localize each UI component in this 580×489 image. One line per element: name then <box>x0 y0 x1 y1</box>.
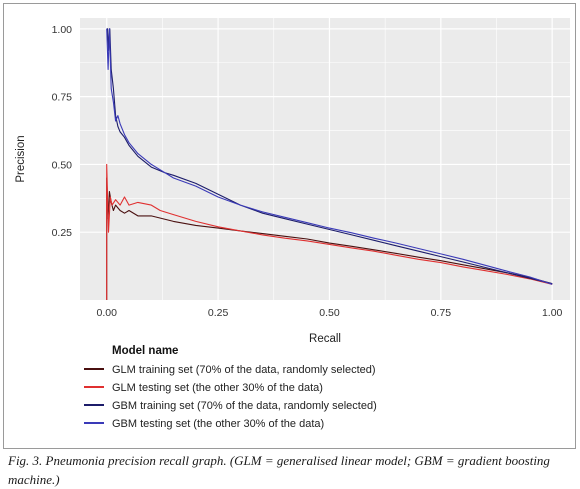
series-line-1 <box>106 177 553 300</box>
legend-label-1: GLM training set (70% of the data, rando… <box>112 364 376 376</box>
legend-label-3: GBM training set (70% of the data, rando… <box>112 400 377 412</box>
x-tick-label: 1.00 <box>542 307 563 319</box>
legend-label-2: GLM testing set (the other 30% of the da… <box>112 382 323 394</box>
series-line-3 <box>106 28 553 285</box>
plot-panel <box>80 18 570 300</box>
figure-caption: Fig. 3. Pneumonia precision recall graph… <box>8 453 550 487</box>
y-tick-label: 0.25 <box>52 227 73 239</box>
y-tick-label: 0.75 <box>52 92 73 104</box>
legend: GLM training set (70% of the data, rando… <box>84 364 377 430</box>
grid-lines <box>80 18 570 300</box>
series-line-2 <box>106 163 553 300</box>
legend-title: Model name <box>112 345 178 357</box>
y-tick-label: 1.00 <box>52 24 73 36</box>
y-axis-title: Precision <box>15 135 27 182</box>
series-line-4 <box>106 28 553 285</box>
series-lines <box>106 28 553 300</box>
x-tick-label: 0.00 <box>97 307 118 319</box>
x-tick-label: 0.25 <box>208 307 229 319</box>
x-tick-label: 0.75 <box>431 307 452 319</box>
tick-labels: 0.00 0.25 0.50 0.75 1.00 0.25 0.50 0.75 1.00 <box>52 24 563 319</box>
x-axis-title: Recall <box>309 333 341 345</box>
y-tick-label: 0.50 <box>52 159 73 171</box>
pr-chart: 0.00 0.25 0.50 0.75 1.00 0.25 0.50 0.75 1.00 Rec… <box>15 18 570 430</box>
x-tick-label: 0.50 <box>319 307 340 319</box>
legend-label-4: GBM testing set (the other 30% of the da… <box>112 418 324 430</box>
